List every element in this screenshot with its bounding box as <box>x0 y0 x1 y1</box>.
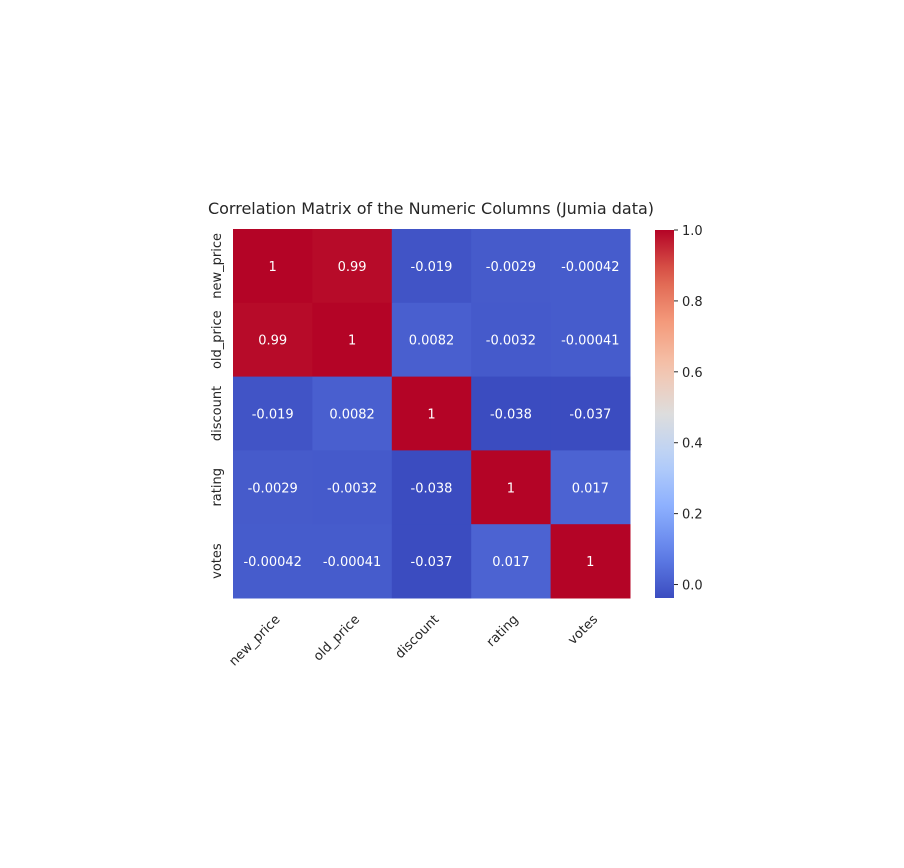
x-tick-label: votes <box>565 612 601 648</box>
colorbar-tick-label: 1.0 <box>682 224 703 239</box>
cell-annotation: -0.00042 <box>243 555 301 570</box>
cell-annotation: 0.0082 <box>329 408 375 423</box>
cell-annotation: -0.0032 <box>486 334 536 349</box>
heatmap-cell <box>471 524 552 599</box>
colorbar-ticks: 0.0 0.2 0.4 0.6 0.8 1.0 <box>674 224 703 594</box>
cell-annotation: 0.0082 <box>409 334 455 349</box>
cell-annotation: 0.99 <box>338 260 367 275</box>
cell-annotation: -0.037 <box>569 408 611 423</box>
colorbar-tick-label: 0.6 <box>682 366 703 381</box>
heatmap-cell <box>233 229 313 304</box>
y-tick-label: votes <box>210 543 225 579</box>
cell-annotation: 1 <box>507 481 515 496</box>
heatmap-cell <box>233 450 313 525</box>
cell-annotation: -0.038 <box>490 408 532 423</box>
heatmap-cell <box>550 524 631 599</box>
x-tick-label: new_price <box>226 612 283 669</box>
cell-annotation: 1 <box>269 260 277 275</box>
heatmap-cell <box>471 450 552 525</box>
cell-annotation: -0.019 <box>411 260 453 275</box>
cell-annotation: -0.0029 <box>486 260 536 275</box>
cell-annotation: 1 <box>427 408 435 423</box>
heatmap-cell <box>550 229 631 304</box>
heatmap-cell <box>233 376 313 451</box>
x-tick-label: discount <box>393 612 443 662</box>
heatmap-cell <box>391 450 472 525</box>
heatmap-cell <box>550 376 631 451</box>
colorbar-tick-label: 0.0 <box>682 579 703 594</box>
heatmap-cell <box>312 450 393 525</box>
cell-annotation: -0.00042 <box>561 260 619 275</box>
heatmap-cell <box>391 524 472 599</box>
colorbar <box>655 230 674 598</box>
cell-annotation: -0.038 <box>411 481 453 496</box>
y-axis-tick-labels: new_price old_price discount rating votes <box>210 233 225 579</box>
colorbar-tick-label: 0.4 <box>682 437 703 452</box>
heatmap-cell <box>233 302 313 378</box>
heatmap-cell <box>312 376 393 451</box>
heatmap-cells <box>233 229 631 599</box>
heatmap-cell <box>550 450 631 525</box>
heatmap-cell <box>233 524 313 599</box>
cell-annotation: -0.037 <box>411 555 453 570</box>
x-tick-label: old_price <box>311 612 363 664</box>
cell-annotation: -0.019 <box>252 408 294 423</box>
y-tick-label: old_price <box>210 310 225 369</box>
cell-annotation: 0.017 <box>492 555 529 570</box>
cell-annotation: -0.0032 <box>327 481 377 496</box>
heatmap-cell <box>471 229 552 304</box>
cell-annotation: -0.00041 <box>561 334 619 349</box>
chart-title: Correlation Matrix of the Numeric Column… <box>208 199 654 218</box>
y-tick-label: rating <box>210 468 225 507</box>
heatmap-cell <box>471 302 552 378</box>
x-axis-tick-labels: new_price old_price discount rating votes <box>226 612 601 669</box>
heatmap-cell <box>391 376 472 451</box>
cell-annotation: 0.017 <box>572 481 609 496</box>
x-tick-label: rating <box>484 612 522 650</box>
heatmap-cell <box>312 302 393 378</box>
colorbar-tick-label: 0.2 <box>682 508 703 523</box>
colorbar-tick-label: 0.8 <box>682 295 703 310</box>
cell-annotation: 0.99 <box>258 334 287 349</box>
cell-annotation: 1 <box>586 555 594 570</box>
heatmap-cell <box>550 302 631 378</box>
heatmap-cell <box>312 524 393 599</box>
heatmap-cell <box>471 376 552 451</box>
heatmap-annotations: 1 0.99 -0.019 -0.0029 -0.00042 0.99 1 0.0082 -0.… <box>243 260 619 570</box>
heatmap-cell <box>391 229 472 304</box>
cell-annotation: 1 <box>348 334 356 349</box>
y-tick-label: new_price <box>210 233 225 299</box>
y-tick-label: discount <box>210 386 225 441</box>
cell-annotation: -0.00041 <box>323 555 381 570</box>
heatmap-cell <box>391 302 472 378</box>
cell-annotation: -0.0029 <box>248 481 298 496</box>
heatmap-cell <box>312 229 393 304</box>
